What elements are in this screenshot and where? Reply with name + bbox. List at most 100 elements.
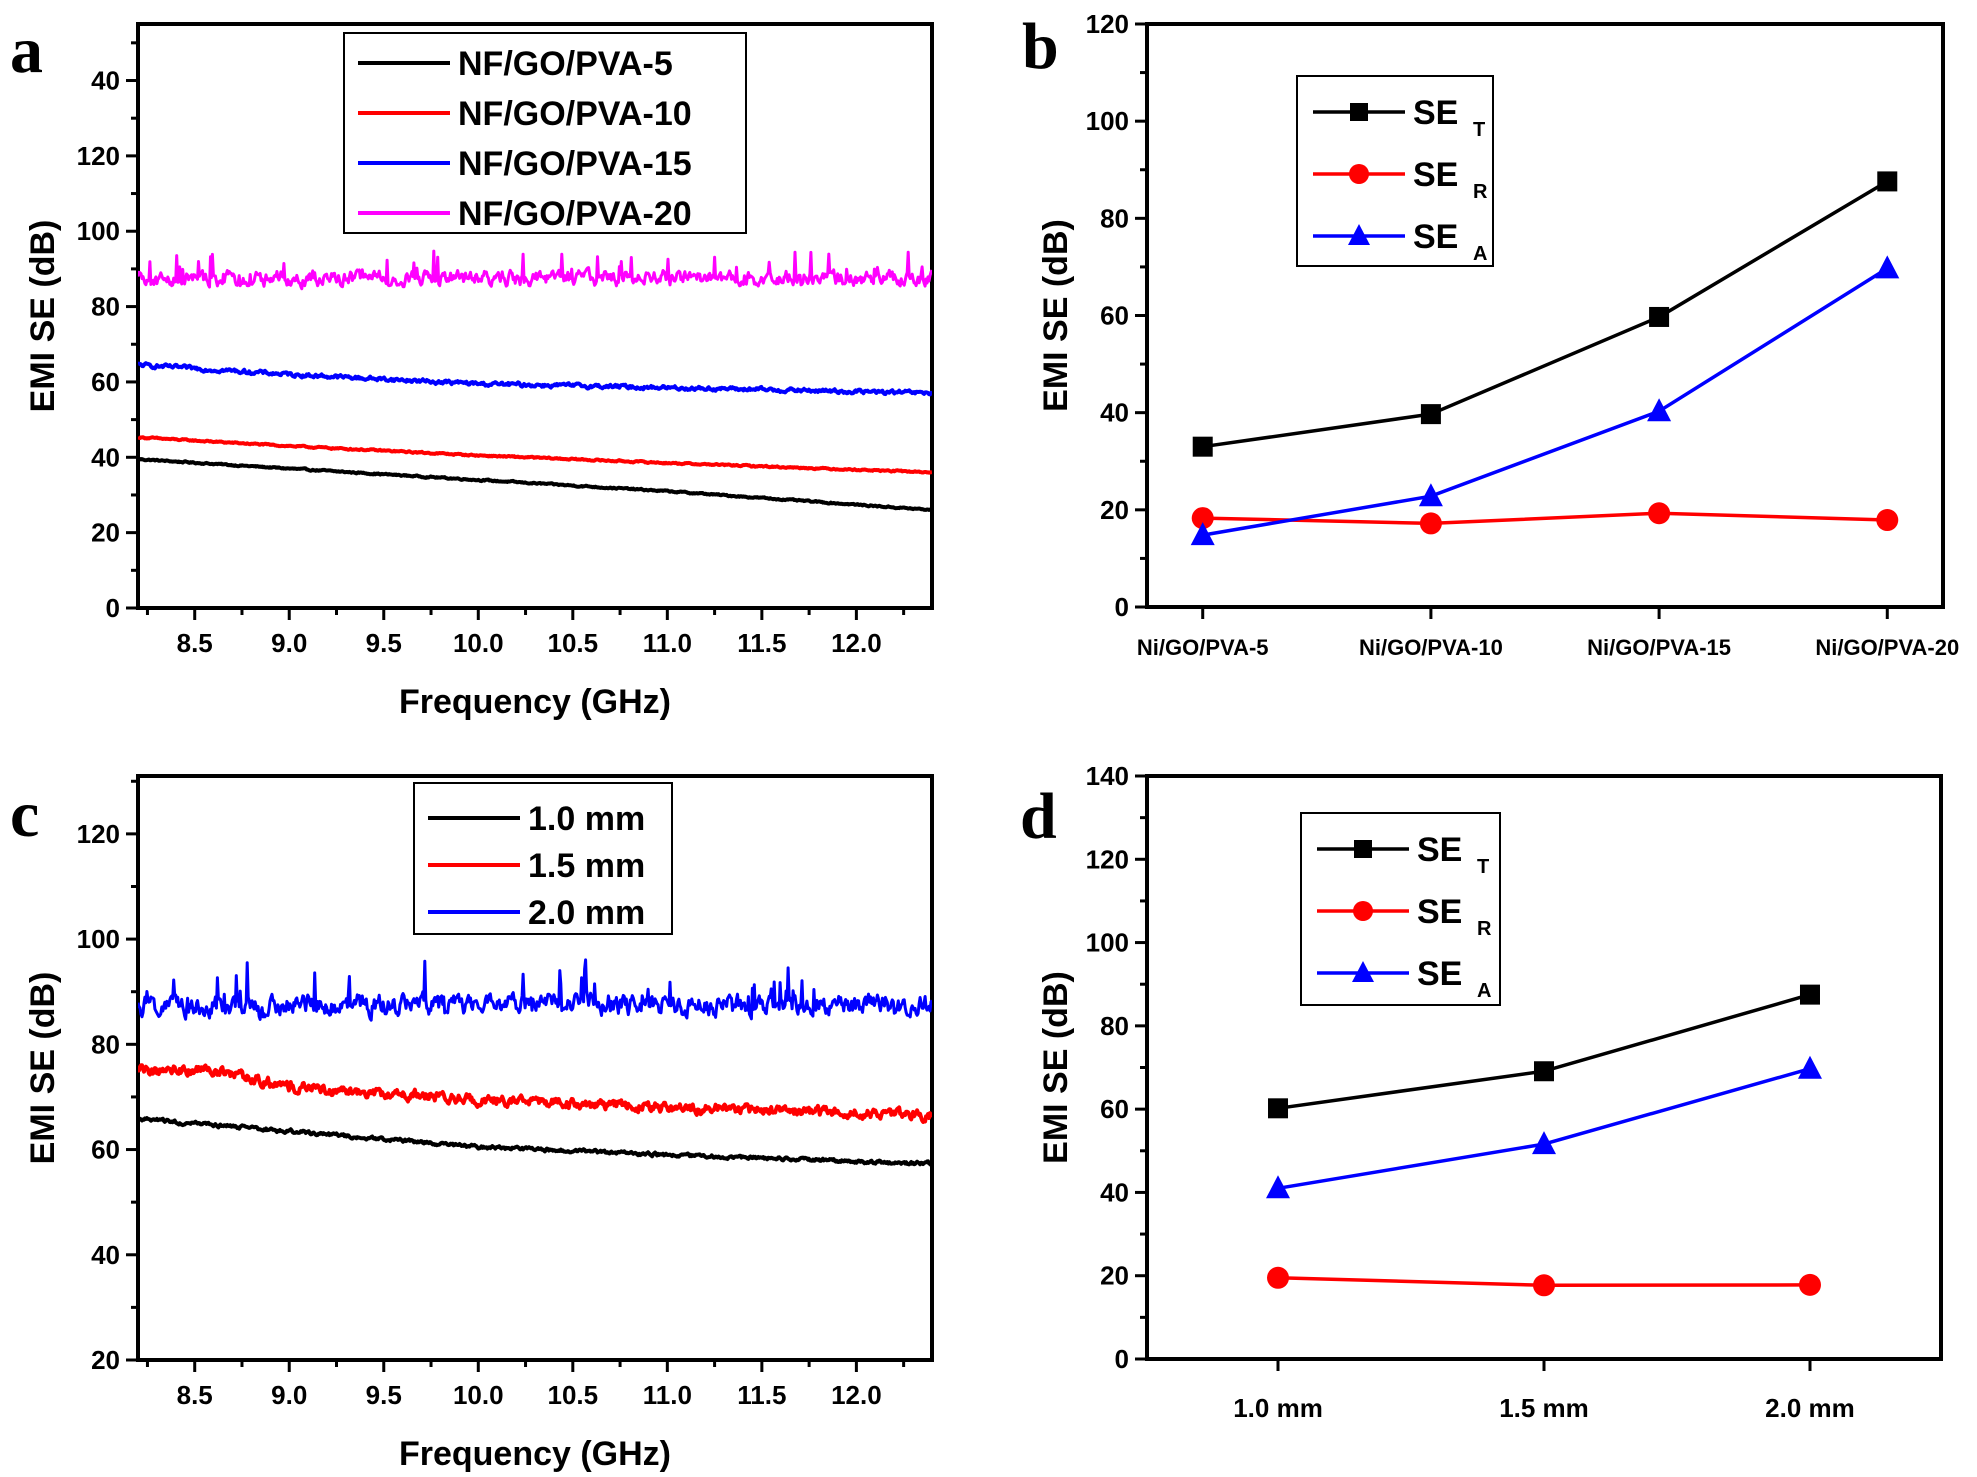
legend-subscript: R [1473,181,1488,203]
circle-marker [1419,512,1442,535]
square-marker [1877,171,1898,192]
series-se-a [1190,255,1900,546]
series-nf-go-pva-20 [138,249,932,291]
triangle-marker [1348,224,1370,245]
y-tick-label: 60 [91,367,120,397]
x-tick-label: 10.5 [548,1380,599,1410]
x-tick-label: 10.0 [453,1380,504,1410]
triangle-marker [1875,255,1900,279]
legend: SE T SE R SE A [1296,75,1494,267]
panel-label: b [1022,10,1059,83]
legend-subscript: A [1473,243,1487,265]
y-axis-title: EMI SE (dB) [24,972,62,1165]
y-tick-label: 60 [1100,1094,1129,1124]
circle-marker [1876,509,1899,532]
series-line [1277,1067,1811,1191]
legend-label: SE [1417,955,1462,993]
series-2-0-mm [138,958,932,1022]
x-tick-label: 9.0 [271,1380,307,1410]
x-tick-label: 11.5 [737,1380,786,1410]
triangle-marker [1190,522,1215,546]
y-tick-label: 80 [1100,1011,1129,1041]
triangle-marker [1418,483,1443,507]
y-tick-label: 100 [1086,106,1129,136]
circle-marker [1798,1273,1821,1296]
legend-box [413,782,673,935]
series-line [138,435,932,475]
x-tick-label: 8.5 [177,1380,213,1410]
legend-label: NF/GO/PVA-15 [458,145,692,183]
square-marker [1420,404,1441,425]
plot-frame [136,22,934,610]
y-tick-label: 100 [77,216,120,246]
x-category-label: 1.0 mm [1233,1393,1323,1423]
triangle-marker [1266,1175,1291,1199]
y-tick-label: 80 [91,1029,120,1059]
panel-d: 0 20 40 60 80 100 120 140 EMI SE (dB) d 1.0 mm 1.5 … [1020,761,1943,1423]
x-category-label: Ni/GO/PVA-5 [1137,635,1269,660]
triangle-marker [1352,961,1374,982]
series-line [1202,179,1889,449]
legend-label: SE [1417,893,1462,931]
legend-label: NF/GO/PVA-20 [458,195,692,233]
square-marker [1192,436,1213,457]
y-axis-title: EMI SE (dB) [24,220,62,413]
y-tick-label: 40 [1100,398,1129,428]
series-line [138,1063,932,1124]
circle-marker [1533,1274,1555,1297]
circle-marker [1353,901,1373,921]
triangle-marker [1532,1131,1556,1155]
series-se-t [1268,984,1820,1119]
y-tick-label: 20 [91,1345,120,1375]
y-tick-label: 60 [91,1135,120,1165]
y-tick-label: 120 [1086,9,1129,39]
series-line [1202,511,1888,526]
y-tick-label: 60 [1100,301,1129,331]
circle-marker [1191,507,1214,530]
series-line [138,958,932,1022]
square-marker [1268,1098,1289,1119]
x-axis-title: Frequency (GHz) [399,1435,671,1473]
legend-subscript: T [1473,119,1485,141]
y-tick-label: 80 [1100,203,1129,233]
triangle-marker [1797,1055,1822,1079]
series-line [138,1116,932,1167]
y-tick-label: 0 [1115,592,1129,622]
legend-label: SE [1413,218,1458,256]
circle-marker [1267,1266,1290,1289]
series-nf-go-pva-5 [138,457,932,513]
x-tick-label: 11.5 [737,628,786,658]
y-tick-label: 100 [77,924,120,954]
triangle-marker [1647,398,1672,422]
x-tick-label: 11.0 [643,628,692,658]
x-category-label: Ni/GO/PVA-15 [1587,635,1731,660]
y-tick-label: 80 [91,292,120,322]
series-line [1202,266,1889,537]
x-tick-label: 12.0 [831,628,882,658]
series-se-t [1192,171,1898,457]
legend-label: NF/GO/PVA-10 [458,95,692,133]
legend: SE T SE R SE A [1300,812,1501,1006]
square-marker [1534,1061,1554,1082]
series-line [138,361,932,397]
y-tick-label: 20 [1100,495,1129,525]
legend-subscript: T [1477,856,1489,878]
legend-label: 2.0 mm [528,894,645,932]
legend-label: SE [1413,94,1458,132]
legend: NF/GO/PVA-5 NF/GO/PVA-10 NF/GO/PVA-15 NF/GO… [343,32,747,234]
square-marker [1799,984,1820,1005]
y-tick-label: 20 [1100,1261,1129,1291]
legend: 1.0 mm 1.5 mm 2.0 mm [413,782,673,935]
legend-label: SE [1417,831,1462,869]
square-marker [1350,103,1368,121]
x-tick-label: 9.0 [271,628,307,658]
y-tick-label: 120 [77,819,120,849]
panel-a: 0 20 40 60 80 100 120 40 EMI SE (dB) a 8.5 9.0 9.5 10… [10,14,934,721]
series-line [138,249,932,291]
y-tick-label: 40 [1100,1177,1129,1207]
panel-label: a [10,14,43,87]
x-category-label: Ni/GO/PVA-10 [1359,635,1503,660]
series-se-a [1266,1055,1822,1199]
y-tick-label: 40 [91,442,120,472]
